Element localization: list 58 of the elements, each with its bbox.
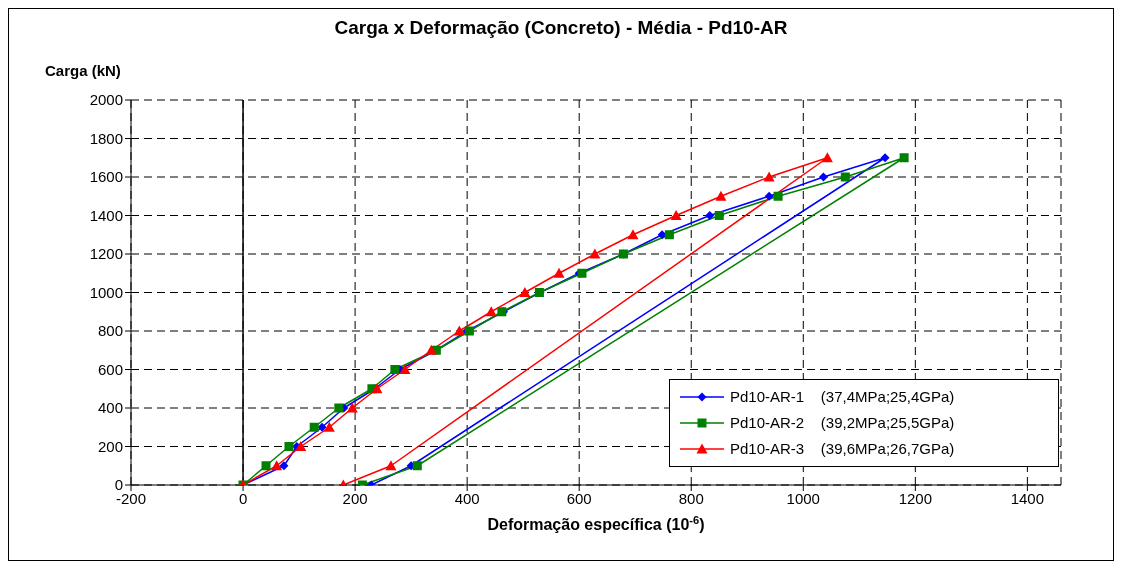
y-tick-label: 1800 xyxy=(89,129,123,147)
point xyxy=(763,171,775,182)
point xyxy=(553,267,565,278)
point xyxy=(899,153,909,163)
y-tick-label: 1000 xyxy=(89,283,123,301)
point xyxy=(323,421,335,432)
y-tick-label: 400 xyxy=(97,399,123,417)
point xyxy=(453,325,465,336)
x-tick-label: 600 xyxy=(566,489,592,507)
point xyxy=(317,422,327,432)
legend-label: Pd10-AR-1 (37,4MPa;25,4GPa) xyxy=(730,387,955,407)
point xyxy=(271,460,283,471)
y-tick-label: 2000 xyxy=(89,91,123,109)
x-tick-label: 400 xyxy=(454,489,480,507)
point xyxy=(399,364,411,374)
y-tick-label: 1400 xyxy=(89,206,123,224)
point xyxy=(818,172,828,182)
y-tick-label: 1200 xyxy=(89,245,123,263)
y-tick-label: 800 xyxy=(97,322,123,340)
x-tick-label: 1000 xyxy=(786,489,820,507)
point xyxy=(385,460,397,471)
x-tick-label: 200 xyxy=(342,489,368,507)
x-tick-label: 0 xyxy=(238,489,248,507)
point xyxy=(519,287,531,297)
point xyxy=(390,365,400,374)
point xyxy=(295,441,307,451)
point xyxy=(589,248,601,259)
point xyxy=(773,191,783,201)
legend-label: Pd10-AR-2 (39,2MPa;25,5GPa) xyxy=(730,413,955,433)
point xyxy=(715,190,727,201)
point xyxy=(261,461,271,471)
chart-title: Carga x Deformação (Concreto) - Média - Pd10-AR xyxy=(333,17,789,39)
point xyxy=(284,442,294,451)
point xyxy=(346,402,358,413)
point xyxy=(485,306,497,317)
point xyxy=(664,230,674,240)
y-tick-label: 600 xyxy=(97,360,123,378)
point xyxy=(705,211,715,220)
y-tick-label: 200 xyxy=(97,437,123,455)
point xyxy=(714,211,724,220)
point xyxy=(880,153,890,163)
point xyxy=(821,152,833,163)
point xyxy=(412,461,422,471)
point xyxy=(840,172,850,182)
point xyxy=(425,344,437,355)
x-tick-label: 800 xyxy=(678,489,704,507)
point xyxy=(309,422,319,432)
point xyxy=(627,229,639,240)
x-axis-title: Deformação específica (10$^{-6}$) xyxy=(487,514,705,533)
legend-label: Pd10-AR-3 (39,6MPa;26,7GPa) xyxy=(730,439,955,459)
y-axis-title: Carga (kN) xyxy=(45,62,121,79)
x-tick-label: 1200 xyxy=(898,489,933,507)
point xyxy=(334,403,344,413)
point xyxy=(279,461,289,471)
x-tick-label: 1400 xyxy=(1010,489,1045,507)
point xyxy=(764,191,774,201)
y-tick-label: 1600 xyxy=(89,168,123,186)
point xyxy=(670,210,682,220)
